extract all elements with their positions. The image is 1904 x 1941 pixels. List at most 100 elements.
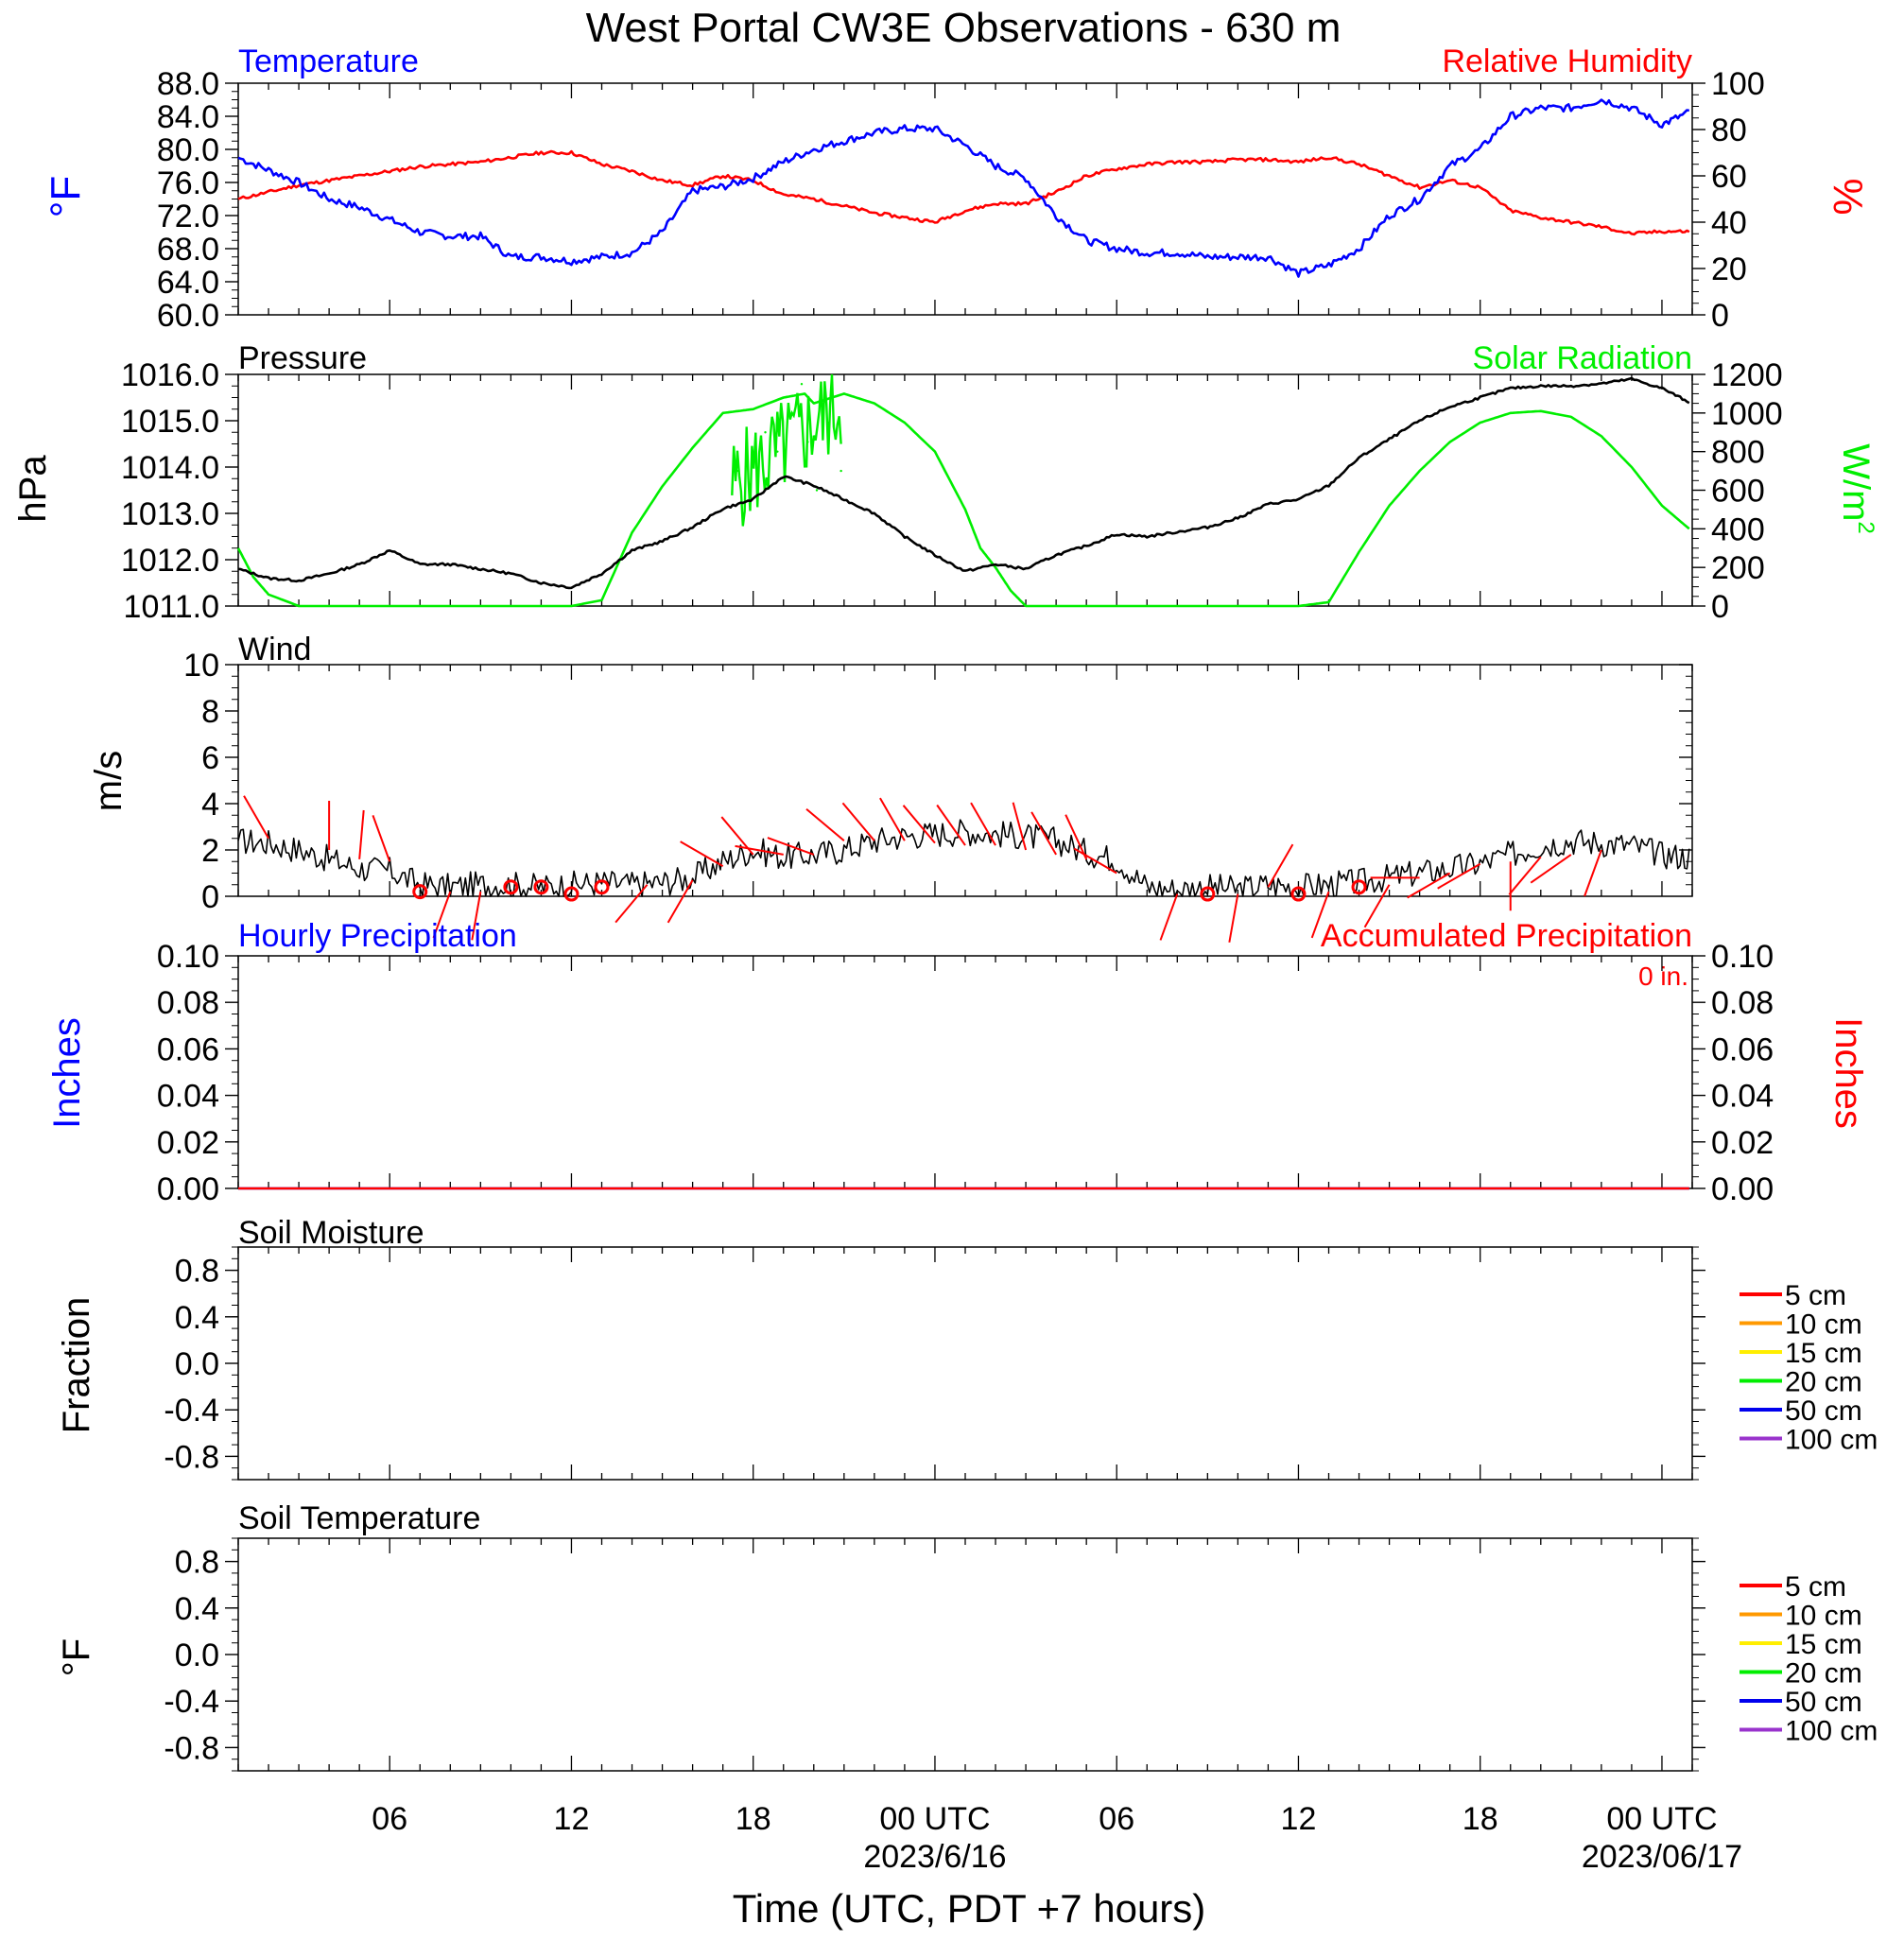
humidity-axis-tick-label: 40 (1711, 205, 1747, 241)
wind-barb (970, 802, 996, 846)
soil-moisture-panel: Soil Moisture Fraction 0.8 0.4 0.0 -0.4 -0.8… (56, 1215, 1878, 1481)
x-date-label: 2023/06/17 (1582, 1839, 1742, 1875)
solar-axis-tick-label: 0 (1711, 589, 1729, 625)
wind-axis-tick-label: 10 (183, 648, 219, 684)
soil-temperature-axis-tick-label: 0.0 (175, 1638, 219, 1673)
soil-moisture-legend-label: 15 cm (1785, 1338, 1862, 1369)
soil-temperature-axis-tick-label: 0.4 (175, 1591, 219, 1627)
x-tick-label: 12 (554, 1801, 590, 1837)
accum-precip-axis-tick-label: 0.06 (1711, 1031, 1774, 1067)
wind-barb (1267, 843, 1294, 888)
wind-barb (614, 884, 649, 924)
wind-barb (1310, 891, 1330, 939)
wind-barb (680, 841, 724, 868)
wind-barb (1073, 847, 1117, 875)
wind-barb (936, 804, 966, 846)
wind-calm-marker (563, 886, 580, 902)
soil-moisture-axis-tick-label: 0.4 (175, 1300, 219, 1336)
chart-title: West Portal CW3E Observations - 630 m (586, 5, 1341, 51)
x-tick-label: 00 UTC (879, 1801, 990, 1837)
wind-unit: m/s (88, 751, 130, 811)
wind-barb (1228, 893, 1239, 943)
wind-barb (1437, 862, 1481, 890)
hourly-precip-axis-tick-label: 0.08 (157, 985, 219, 1021)
humidity-title: Relative Humidity (1442, 43, 1692, 79)
temperature-axis-tick-label: 60.0 (157, 298, 219, 334)
x-tick-label: 12 (1281, 1801, 1317, 1837)
x-tick-label: 18 (736, 1801, 771, 1837)
pressure-line (237, 376, 1690, 590)
wind-barb (1363, 884, 1391, 928)
soil-moisture-axis-tick-label: -0.8 (164, 1439, 219, 1475)
pressure-axis-tick-label: 1012.0 (121, 543, 219, 579)
soil-temperature-legend-label: 10 cm (1785, 1601, 1862, 1632)
wind-barb (1065, 814, 1088, 860)
pressure-axis-tick-label: 1016.0 (121, 357, 219, 393)
solar-unit-base: W/m (1835, 443, 1877, 521)
x-tick-label: 00 UTC (1606, 1801, 1717, 1837)
wind-calm-marker (503, 879, 519, 895)
soil-temperature-legend-label: 100 cm (1785, 1716, 1878, 1747)
hourly-precip-unit: Inches (46, 1017, 88, 1129)
temperature-axis-tick-label: 88.0 (157, 66, 219, 102)
wind-axis-tick-label: 8 (201, 694, 219, 730)
wind-barb (666, 879, 694, 924)
solar-radiation-noise-point (776, 450, 779, 453)
temperature-axis-tick-label: 64.0 (157, 265, 219, 301)
solar-radiation-line (236, 392, 1690, 608)
panel-frame (237, 82, 1693, 316)
humidity-axis-tick-label: 60 (1711, 159, 1747, 195)
soil-moisture-legend-label: 50 cm (1785, 1395, 1862, 1427)
soil-temperature-unit: °F (56, 1638, 97, 1676)
humidity-axis-tick-label: 80 (1711, 113, 1747, 148)
solar-axis-tick-label: 800 (1711, 435, 1765, 471)
solar-axis-tick-label: 1200 (1711, 357, 1783, 393)
wind-barb (372, 815, 391, 862)
wind-barb (902, 805, 936, 844)
solar-radiation-noise-point (736, 469, 739, 473)
humidity-unit: % (1825, 178, 1871, 215)
wind-axis-tick-label: 6 (201, 740, 219, 776)
soil-moisture-legend-label: 10 cm (1785, 1309, 1862, 1341)
soil-temperature-axis-tick-label: 0.8 (175, 1545, 219, 1581)
soil-moisture-title: Soil Moisture (238, 1215, 424, 1251)
wind-barb (1530, 854, 1572, 884)
hourly-precip-title: Hourly Precipitation (238, 918, 517, 954)
solar-radiation-noise-point (827, 421, 831, 425)
wind-calm-marker (1351, 879, 1367, 895)
accum-precip-axis-tick-label: 0.02 (1711, 1125, 1774, 1161)
x-tick-label: 06 (372, 1801, 407, 1837)
accum-precip-axis-tick-label: 0.04 (1711, 1079, 1774, 1115)
wind-barb (879, 797, 906, 841)
wind-barb (1030, 811, 1057, 856)
wind-calm-marker (412, 884, 428, 900)
wind-calm-marker (594, 879, 610, 895)
wind-calm-marker (1200, 886, 1216, 902)
hourly-precip-axis-tick-label: 0.00 (157, 1171, 219, 1207)
humidity-axis-tick-label: 20 (1711, 251, 1747, 287)
temperature-axis-tick-label: 72.0 (157, 199, 219, 234)
panel-frame (237, 1246, 1693, 1481)
x-date-label: 2023/6/16 (863, 1839, 1006, 1875)
pressure-title: Pressure (238, 340, 367, 376)
humidity-axis-tick-label: 0 (1711, 298, 1729, 334)
pressure-solar-panel: Pressure Solar Radiation hPa W/m2 1016.0… (12, 340, 1878, 625)
accum-precip-title: Accumulated Precipitation (1321, 918, 1692, 954)
solar-radiation-noise-point (806, 441, 809, 443)
wind-barb (735, 844, 784, 856)
wind-barb (358, 809, 365, 859)
soil-temperature-legend-label: 20 cm (1785, 1658, 1862, 1690)
temperature-axis-tick-label: 80.0 (157, 132, 219, 168)
solar-axis-tick-label: 200 (1711, 550, 1765, 586)
soil-temperature-title: Soil Temperature (238, 1500, 480, 1536)
wind-barb (243, 795, 269, 840)
solar-radiation-noise-line (731, 373, 842, 527)
wind-panel: Wind m/s 10 8 6 4 2 0 (88, 632, 1693, 943)
wind-barb (1508, 856, 1542, 895)
accum-precip-axis-tick-label: 0.10 (1711, 939, 1774, 975)
solar-radiation-noise-point (800, 383, 804, 386)
wind-barb (805, 808, 845, 841)
wind-barb (471, 891, 482, 941)
temperature-axis-tick-label: 76.0 (157, 165, 219, 201)
